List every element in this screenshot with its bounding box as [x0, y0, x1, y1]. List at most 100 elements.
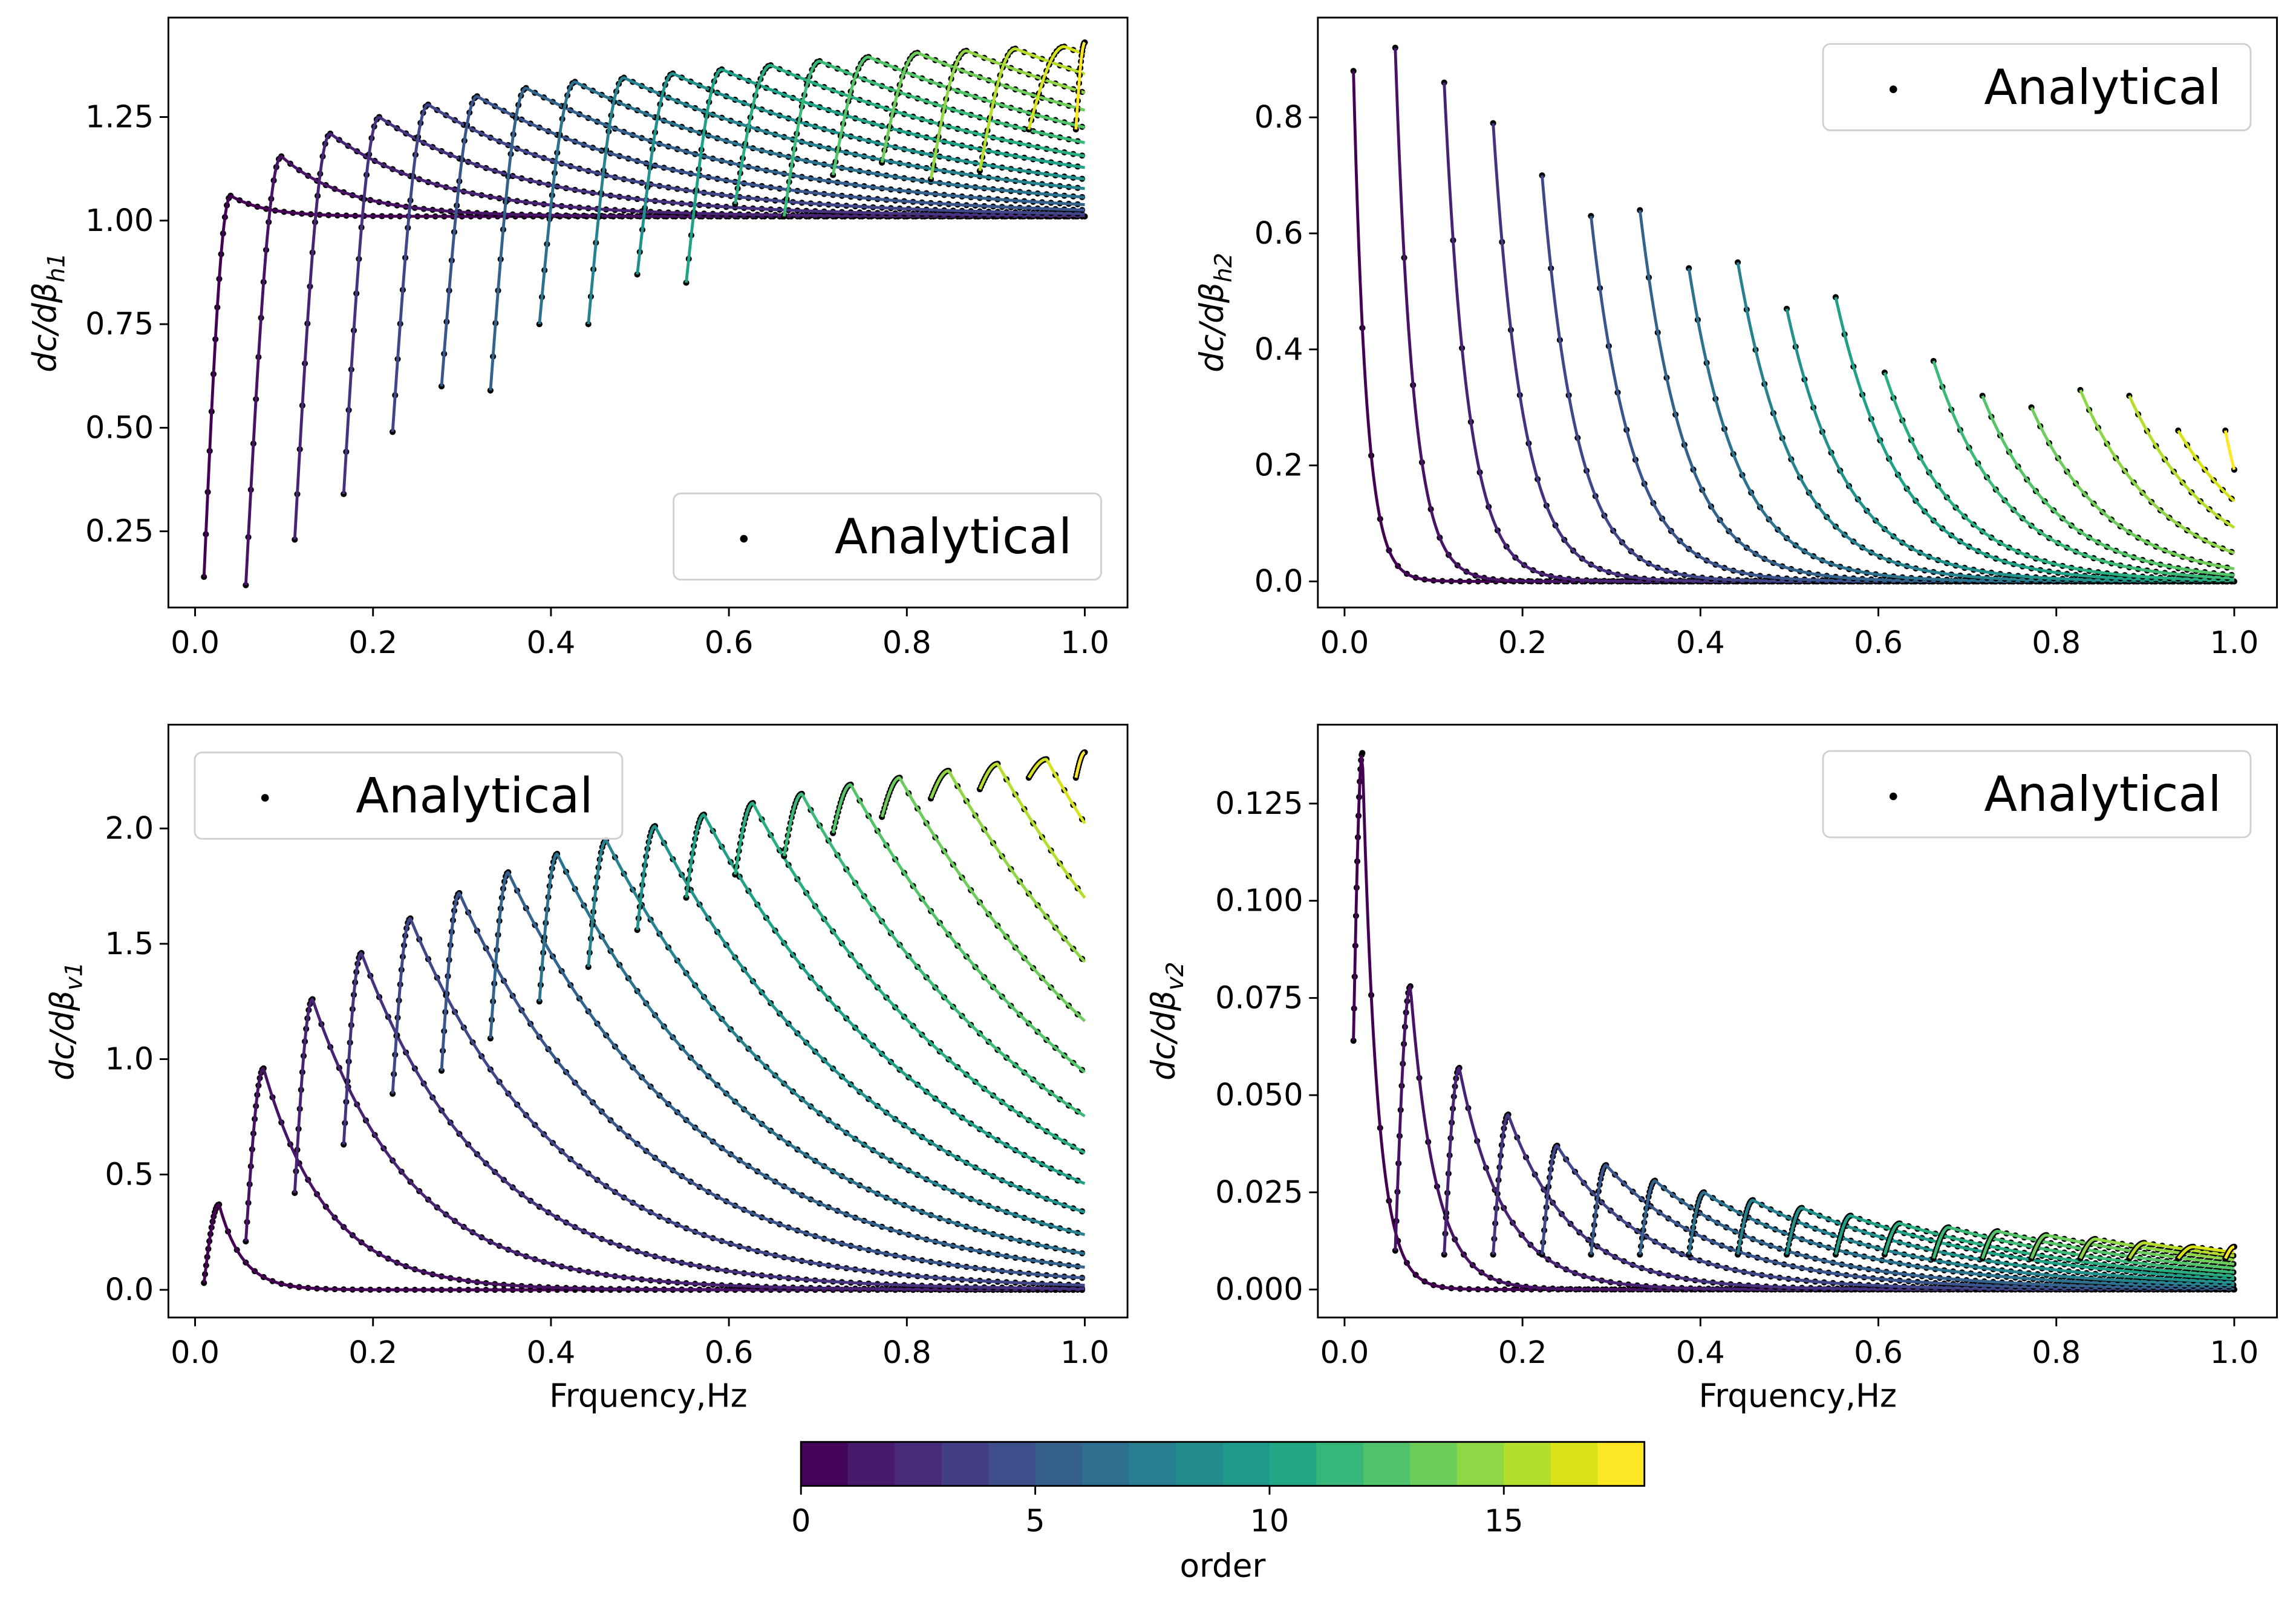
series-order-3	[341, 114, 1086, 498]
series-order-6	[487, 85, 1086, 394]
series-line-order-2	[1443, 1067, 2235, 1292]
subplot-v1: 0.0 0.2 0.4 0.6 0.8 1.00.00.51.01.52.0dc/dβv1…	[44, 723, 1129, 1415]
y-tick-label: 0.8	[1254, 99, 1303, 135]
y-axis-label: dc/dβh1	[26, 253, 71, 372]
series-line-order-15	[929, 769, 1086, 963]
series-order-11	[1881, 369, 2235, 584]
colorbar-segment	[1316, 1442, 1365, 1486]
legend-label: Analytical	[1984, 766, 2221, 822]
series-order-6	[487, 869, 1086, 1270]
series-order-13	[1979, 1228, 2235, 1271]
series-order-17	[2175, 1243, 2235, 1262]
colorbar-segment	[1363, 1442, 1411, 1486]
series-line-order-8	[1736, 1198, 2235, 1287]
x-tick-label: 0.0	[171, 1335, 220, 1370]
series-line-order-13	[831, 55, 1086, 175]
series-order-5	[438, 93, 1086, 389]
series-order-9	[1783, 1205, 2236, 1286]
y-tick-label: 0.6	[1254, 215, 1303, 251]
axes-frame	[167, 723, 1129, 1319]
x-tick-label: 0.2	[348, 1335, 397, 1370]
series-order-10	[683, 811, 1086, 1185]
series-line-order-9	[636, 824, 1086, 1214]
curves-v1	[201, 749, 1088, 1293]
series-line-order-6	[489, 871, 1086, 1269]
x-tick-label: 0.6	[1854, 625, 1903, 660]
colorbar-segment	[1410, 1442, 1458, 1486]
y-tick-label: 0.075	[1215, 980, 1303, 1015]
series-line-order-4	[1541, 175, 2235, 583]
series-line-order-6	[1638, 1179, 2236, 1290]
series-order-2	[292, 130, 1085, 543]
series-line-order-2	[293, 132, 1085, 540]
series-order-0	[1350, 68, 2237, 585]
y-axis-label-subscript: h1	[44, 253, 71, 282]
x-tick-label: 0.4	[526, 625, 575, 660]
colorbar-segment	[1597, 1442, 1645, 1486]
colorbar-segment	[1550, 1442, 1599, 1486]
y-axis-label-main: dc/dβ	[1193, 282, 1230, 372]
colorbar-segment	[895, 1442, 942, 1486]
x-tick-label: 1.0	[2210, 625, 2258, 660]
y-tick-label: 0.050	[1215, 1077, 1303, 1113]
y-tick-label: 1.00	[85, 203, 154, 238]
legend-frame	[1822, 43, 2252, 131]
legend: Analytical	[1822, 43, 2252, 131]
series-order-3	[341, 950, 1086, 1292]
colorbar-tick-label: 10	[1250, 1503, 1290, 1538]
series-line-order-13	[1981, 1229, 2235, 1270]
series-line-order-11	[734, 801, 1086, 1154]
subplot-v2: 0.0 0.2 0.4 0.6 0.8 1.00.0000.0250.0500.0750.…	[1145, 723, 2278, 1415]
y-tick-label: 1.5	[105, 926, 154, 961]
subplot-h1: 0.0 0.2 0.4 0.6 0.8 1.00.250.500.751.001.25dc…	[26, 16, 1129, 660]
series-line-order-14	[880, 51, 1086, 163]
x-axis-label: Frquency,Hz	[549, 1377, 747, 1415]
colorbar-tick-label: 15	[1484, 1503, 1524, 1538]
series-line-order-3	[342, 115, 1086, 495]
colorbar-tick-label: 5	[1025, 1503, 1045, 1538]
series-line-order-15	[2079, 1237, 2236, 1261]
series-line-order-6	[489, 86, 1086, 391]
series-order-8	[585, 837, 1086, 1237]
x-tick-label: 0.0	[171, 625, 220, 660]
x-tick-label: 0.0	[1320, 625, 1369, 660]
series-order-18	[1072, 749, 1088, 781]
curves-h1	[201, 39, 1088, 588]
series-order-5	[1588, 213, 2235, 585]
colorbar-segment	[1035, 1442, 1083, 1486]
y-axis-label-subscript: v2	[1162, 961, 1189, 990]
series-order-10	[1832, 294, 2235, 584]
y-tick-label: 0.5	[105, 1156, 154, 1192]
series-line-order-18	[1074, 41, 1086, 130]
series-order-13	[1979, 392, 2235, 578]
series-line-order-18	[2224, 1245, 2235, 1260]
legend-frame	[194, 751, 624, 840]
x-tick-label: 0.6	[1854, 1335, 1903, 1370]
series-line-order-7	[538, 852, 1086, 1255]
series-line-order-17	[2177, 429, 2236, 502]
colorbar-segment	[1504, 1442, 1551, 1486]
series-order-13	[830, 781, 1086, 1073]
x-tick-label: 0.4	[1676, 1335, 1725, 1370]
legend: Analytical	[194, 751, 624, 840]
series-order-14	[879, 775, 1086, 1023]
x-tick-label: 0.6	[705, 625, 754, 660]
legend-frame	[673, 492, 1102, 581]
legend-frame	[1822, 750, 2252, 839]
series-line-order-5	[440, 891, 1085, 1279]
y-axis-label-main: dc/dβ	[26, 282, 64, 372]
y-tick-label: 0.025	[1215, 1174, 1303, 1210]
series-line-order-9	[636, 72, 1086, 275]
colorbar-segment	[941, 1442, 990, 1486]
series-line-order-12	[782, 59, 1086, 217]
y-tick-label: 1.25	[85, 99, 154, 134]
colorbar-tick-label: 0	[791, 1503, 810, 1538]
y-axis-label-main: dc/dβ	[44, 990, 81, 1081]
x-tick-label: 1.0	[1060, 1335, 1109, 1370]
series-line-order-3	[342, 951, 1086, 1290]
y-tick-label: 0.2	[1254, 447, 1303, 483]
series-order-14	[879, 50, 1086, 166]
series-order-5	[438, 889, 1086, 1281]
